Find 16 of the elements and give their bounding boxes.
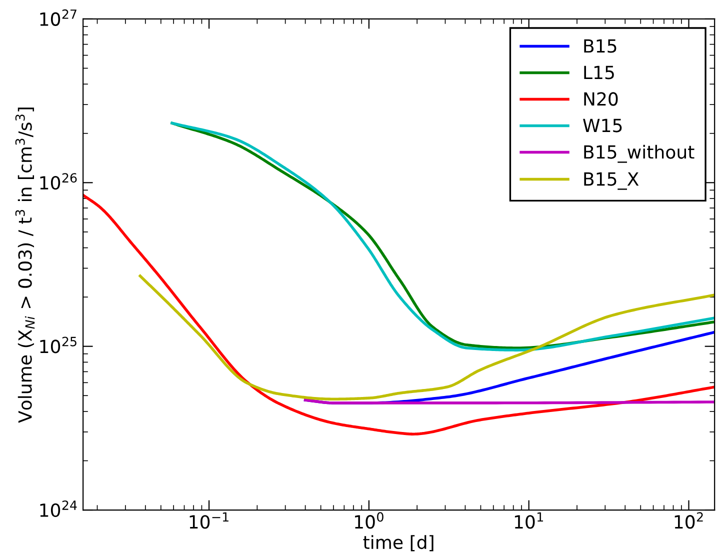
- x-axis-title: time [d]: [363, 535, 434, 552]
- legend-label: L15: [584, 66, 614, 80]
- x-tick-label: 10$^{1}$: [514, 512, 543, 529]
- legend-label: B15: [584, 39, 616, 53]
- text: Volume (X$_{Ni}$ > 0.03) / t$^{3}$ in [cm$^{3}$/s$^{3}$]: [15, 108, 35, 423]
- legend-label: N20: [584, 92, 618, 106]
- y-tick-label: 10$^{27}$: [40, 9, 76, 26]
- y-tick-label: 10$^{26}$: [40, 173, 77, 190]
- x-tick-label: 10$^{0}$: [355, 512, 384, 529]
- y-tick-label: 10$^{25}$: [40, 336, 76, 354]
- legend-label: W15: [583, 118, 622, 132]
- x-tick-label: 10$^{−1}$: [190, 512, 228, 529]
- legend-label: B15_without: [584, 144, 694, 163]
- y-tick-label: 10$^{24}$: [40, 500, 77, 517]
- x-tick-label: 10$^{2}$: [674, 512, 703, 529]
- legend-label: B15_X: [584, 172, 639, 190]
